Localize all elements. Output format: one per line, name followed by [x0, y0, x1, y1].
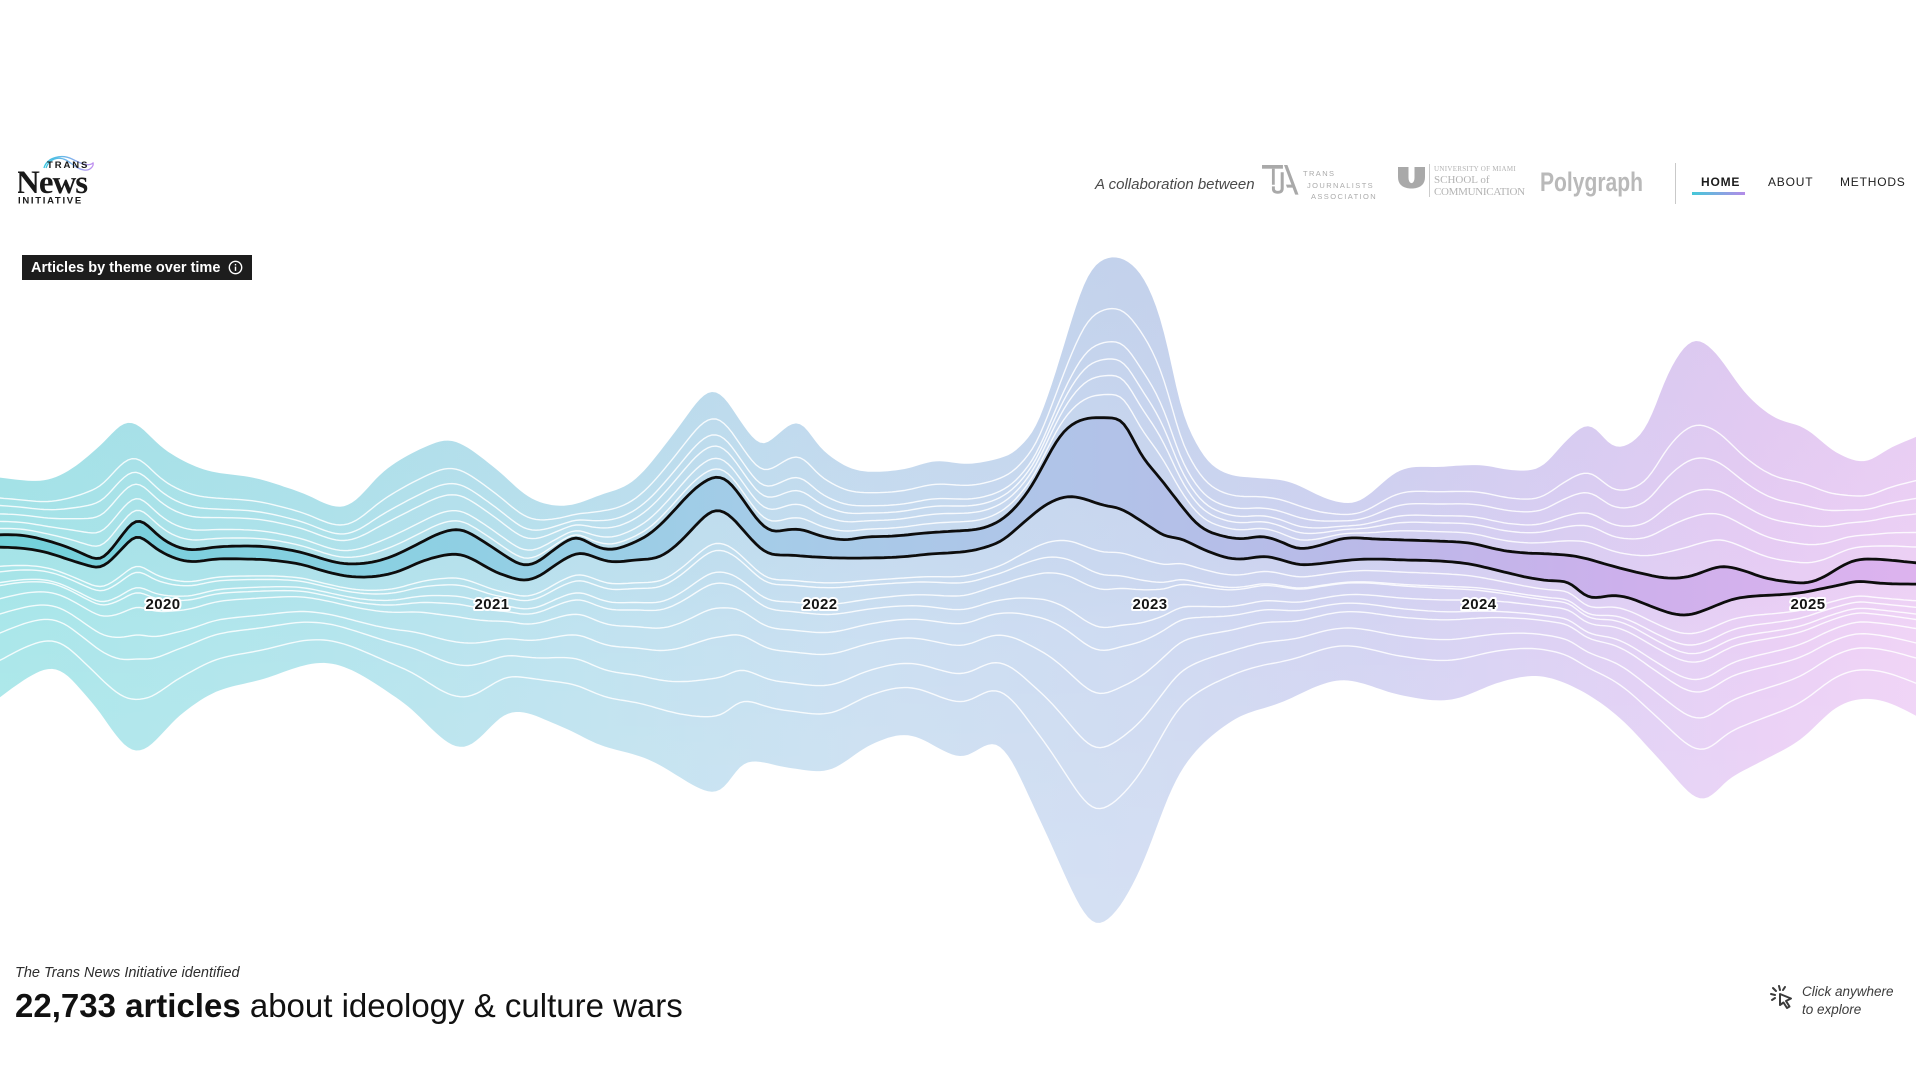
svg-text:2024: 2024 — [1462, 596, 1497, 613]
svg-text:TRANS: TRANS — [47, 160, 89, 171]
svg-text:INITIATIVE: INITIATIVE — [18, 196, 83, 207]
svg-text:2020: 2020 — [146, 596, 181, 613]
svg-text:2025: 2025 — [1791, 596, 1826, 613]
svg-text:News: News — [18, 165, 88, 201]
svg-text:2021: 2021 — [475, 596, 510, 613]
svg-text:2022: 2022 — [803, 596, 838, 613]
svg-text:2023: 2023 — [1133, 596, 1168, 613]
